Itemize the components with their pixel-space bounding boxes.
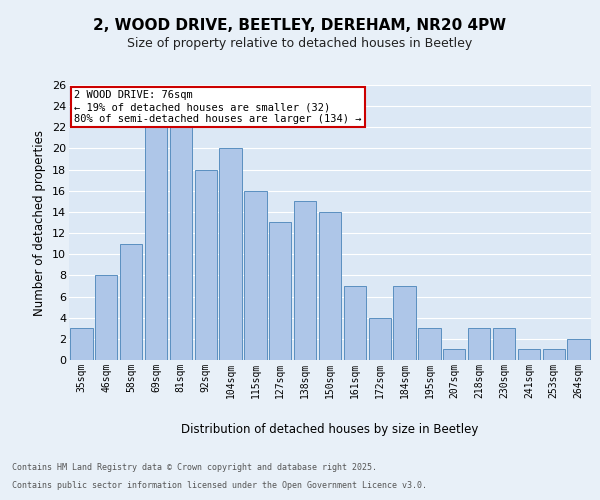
Bar	[70, 328, 92, 360]
Bar	[493, 328, 515, 360]
Y-axis label: Number of detached properties: Number of detached properties	[34, 130, 46, 316]
Bar	[542, 350, 565, 360]
Bar	[220, 148, 242, 360]
Text: 2 WOOD DRIVE: 76sqm
← 19% of detached houses are smaller (32)
80% of semi-detach: 2 WOOD DRIVE: 76sqm ← 19% of detached ho…	[74, 90, 362, 124]
Bar	[294, 202, 316, 360]
Bar	[145, 128, 167, 360]
Bar	[568, 339, 590, 360]
Text: Contains public sector information licensed under the Open Government Licence v3: Contains public sector information licen…	[12, 481, 427, 490]
Text: 2, WOOD DRIVE, BEETLEY, DEREHAM, NR20 4PW: 2, WOOD DRIVE, BEETLEY, DEREHAM, NR20 4P…	[94, 18, 506, 32]
Bar	[443, 350, 466, 360]
Bar	[468, 328, 490, 360]
Bar	[244, 191, 266, 360]
Bar	[319, 212, 341, 360]
Bar	[120, 244, 142, 360]
Bar	[170, 128, 192, 360]
Bar	[344, 286, 366, 360]
Bar	[194, 170, 217, 360]
Bar	[95, 276, 118, 360]
Text: Distribution of detached houses by size in Beetley: Distribution of detached houses by size …	[181, 422, 479, 436]
Bar	[368, 318, 391, 360]
Text: Size of property relative to detached houses in Beetley: Size of property relative to detached ho…	[127, 38, 473, 51]
Bar	[518, 350, 540, 360]
Text: Contains HM Land Registry data © Crown copyright and database right 2025.: Contains HM Land Registry data © Crown c…	[12, 464, 377, 472]
Bar	[269, 222, 292, 360]
Bar	[394, 286, 416, 360]
Bar	[418, 328, 440, 360]
